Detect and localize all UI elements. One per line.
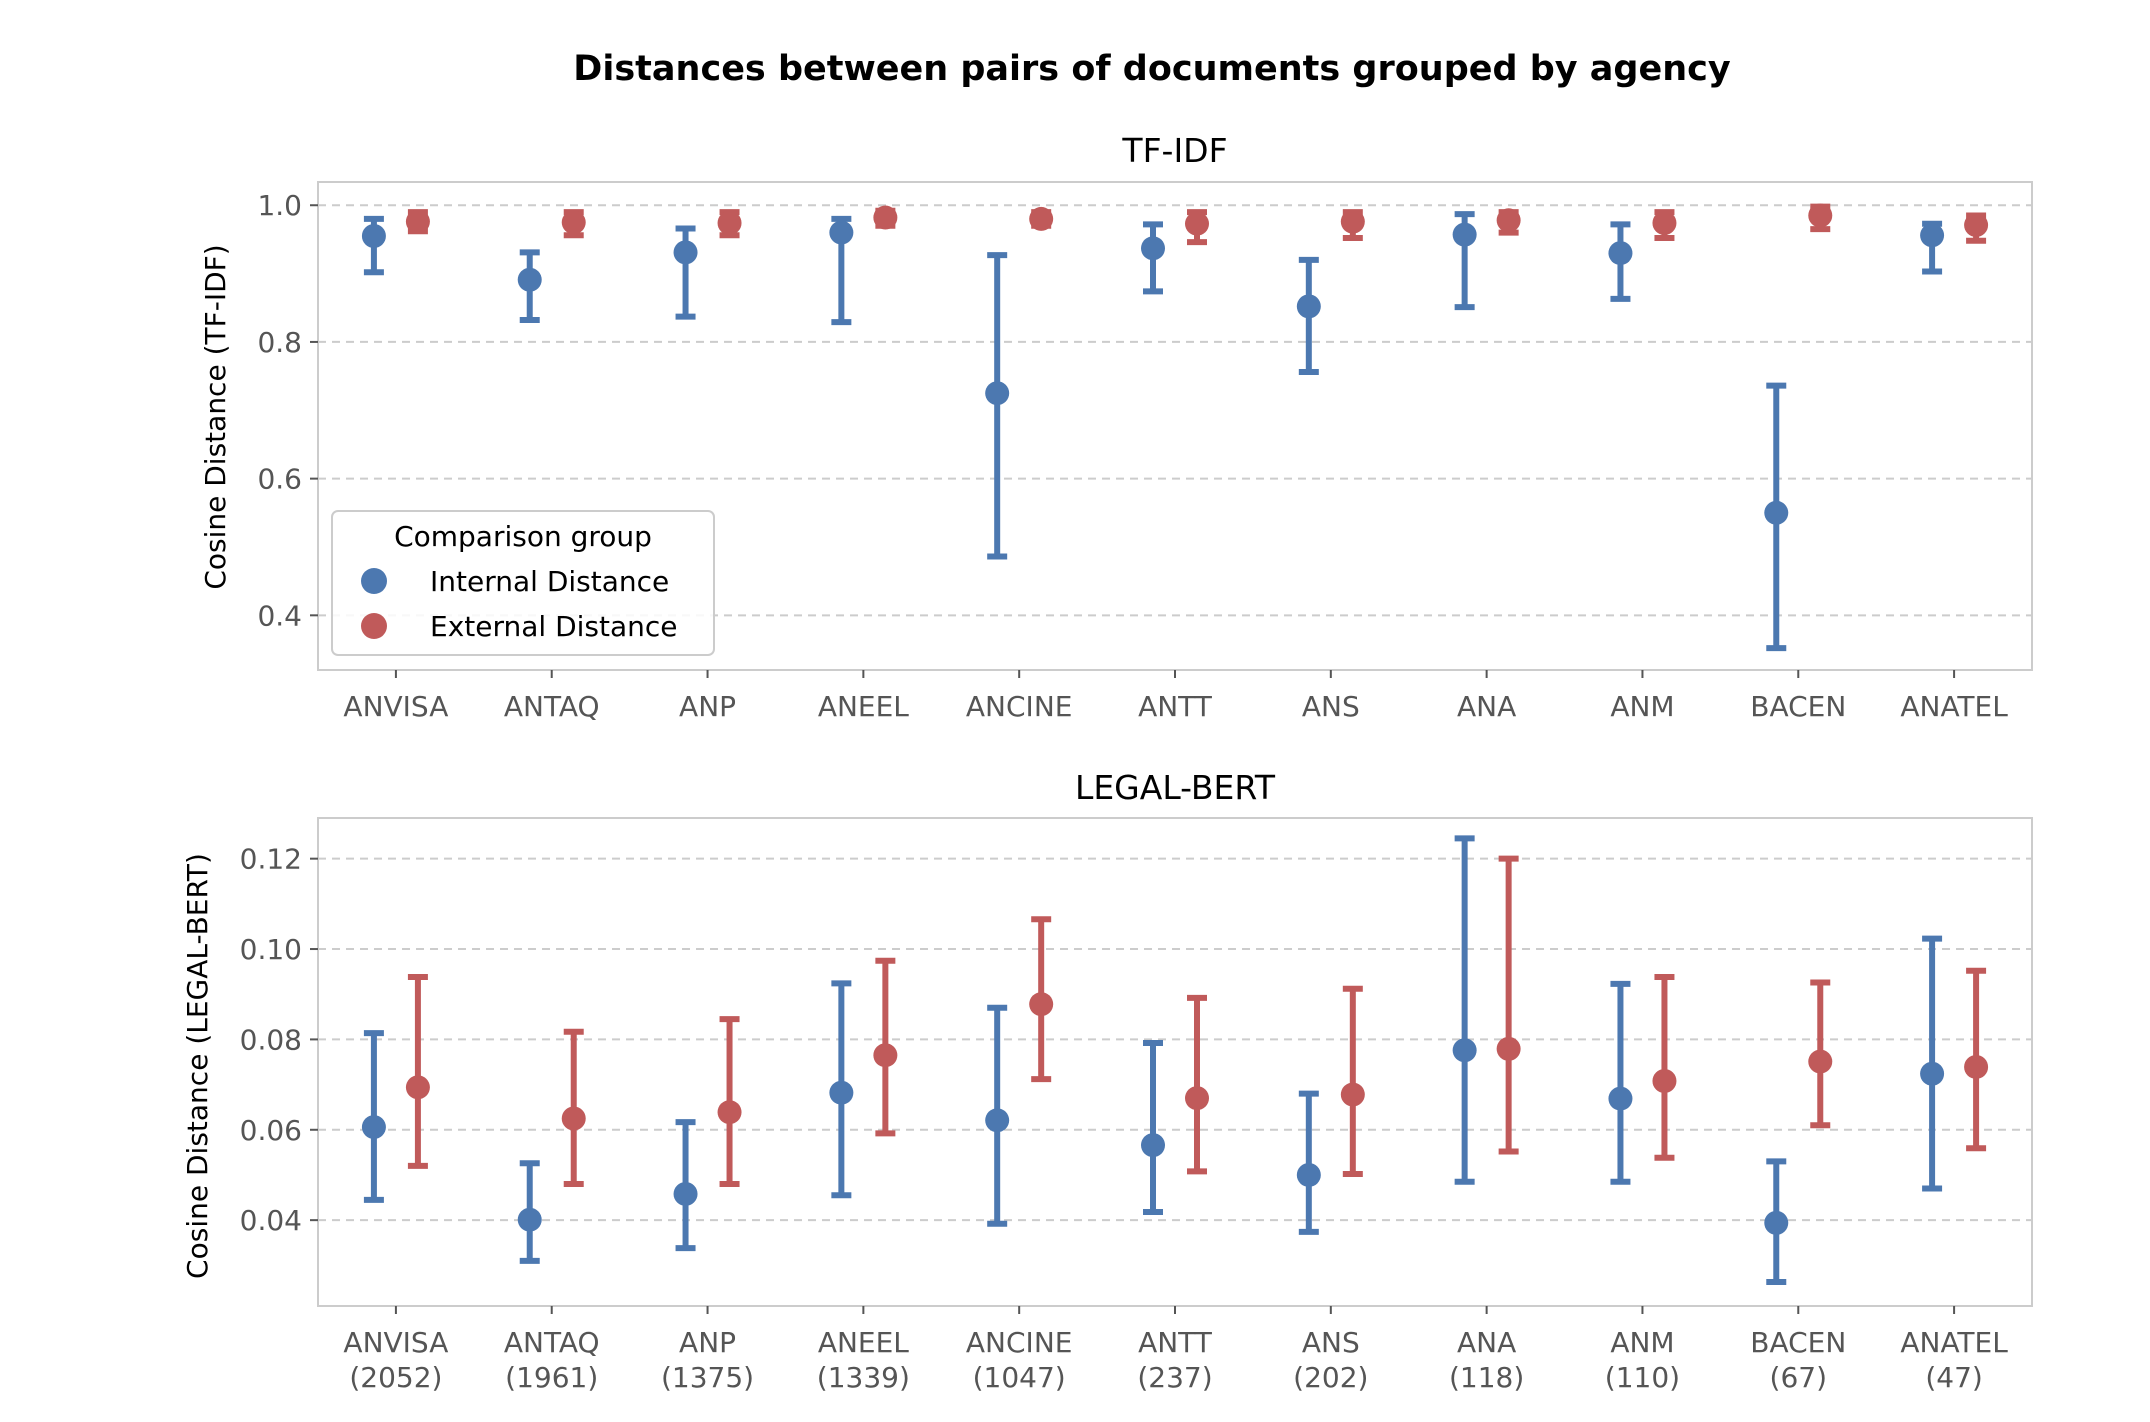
legal-bert-plot-area: 0.04 0.06 0.08 0.10 0.12 ANVISA (2052) ANTAQ (19… (240, 817, 2033, 1394)
legal-bert-external-point (873, 1043, 898, 1068)
tfidf-series-internal (361, 211, 1945, 652)
legal-bert-internal-point (1141, 1133, 1165, 1158)
legend-box (331, 510, 715, 656)
legal-bert-internal-point (361, 1115, 386, 1140)
tfidf-series-external (405, 203, 1989, 246)
legal-bert-series-external (405, 855, 1989, 1187)
legend-title: Comparison group (394, 520, 652, 553)
tfidf-external-point (1340, 209, 1365, 234)
legal-bert-internal-point (1452, 1038, 1477, 1063)
legal-bert-series-internal (361, 835, 1945, 1286)
legal-bert-panel-title: LEGAL-BERT (1075, 768, 1276, 807)
tfidf-y-tick-label: 1.0 (257, 189, 302, 222)
tfidf-external-point (1652, 211, 1677, 236)
tfidf-external-point (1185, 211, 1209, 236)
tfidf-x-tick-label: ANCINE (966, 690, 1073, 723)
tfidf-internal-point (985, 381, 1010, 406)
legal-bert-external-point (1185, 1086, 1209, 1111)
tfidf-external-point (1808, 203, 1833, 228)
legend-marker-internal (361, 568, 387, 594)
legal-bert-x-tick-label: ANCINE (1047) (966, 1326, 1073, 1394)
legal-bert-x-tick-label: ANATEL (47) (1900, 1326, 2008, 1394)
tfidf-external-point (561, 210, 586, 235)
tfidf-plot-area: 0.4 0.6 0.8 1.0 ANVISA ANTAQ ANP ANEEL ANCINE ANT… (257, 181, 2033, 723)
legal-bert-external-point (1652, 1068, 1677, 1093)
legal-bert-x-tick-label: ANS (202) (1293, 1326, 1368, 1394)
legal-bert-x-tick-label: ANP (1375) (661, 1326, 754, 1394)
legal-bert-external-point (717, 1100, 742, 1125)
tfidf-internal-point (1141, 236, 1165, 261)
legal-bert-panel: 0.04 0.06 0.08 0.10 0.12 ANVISA (2052) ANTAQ (19… (181, 768, 2033, 1394)
tfidf-x-tick-label: ANA (1457, 690, 1516, 723)
legal-bert-y-axis-label: Cosine Distance (LEGAL-BERT) (181, 853, 214, 1279)
legal-bert-internal-point (1764, 1210, 1789, 1235)
legal-bert-y-tick-label: 0.08 (240, 1023, 302, 1056)
legal-bert-external-point (1340, 1082, 1365, 1107)
legal-bert-y-tick-label: 0.06 (240, 1114, 302, 1147)
legal-bert-x-tick-label: ANM (110) (1605, 1326, 1680, 1394)
tfidf-y-tick-label: 0.4 (257, 599, 302, 632)
legal-bert-x-tick-label: ANEEL (1339) (817, 1326, 910, 1394)
legal-bert-internal-point (517, 1207, 542, 1232)
legal-bert-x-tick-label: BACEN (67) (1750, 1326, 1846, 1394)
tfidf-internal-point (1764, 500, 1789, 525)
tfidf-y-tick-label: 0.8 (257, 326, 302, 359)
tfidf-x-tick-label: ANM (1610, 690, 1674, 723)
legal-bert-x-tick-label: ANVISA (2052) (343, 1326, 448, 1394)
tfidf-internal-point (673, 240, 698, 265)
tfidf-internal-point (829, 220, 854, 245)
legal-bert-external-point (1496, 1036, 1521, 1061)
legend-label-internal: Internal Distance (430, 565, 669, 598)
tfidf-internal-point (1296, 294, 1321, 319)
tfidf-internal-point (361, 223, 386, 248)
legal-bert-x-tick-label: ANTT (237) (1137, 1326, 1212, 1394)
legal-bert-external-point (1964, 1054, 1989, 1079)
tfidf-external-point (405, 209, 430, 234)
legal-bert-internal-point (1920, 1061, 1945, 1086)
tfidf-external-point (1029, 206, 1054, 231)
legal-bert-x-tick-label: ANA (118) (1449, 1326, 1524, 1394)
legal-bert-internal-point (673, 1181, 698, 1206)
tfidf-panel: 0.4 0.6 0.8 1.0 ANVISA ANTAQ ANP ANEEL ANCINE ANT… (199, 131, 2033, 723)
tfidf-external-point (873, 205, 898, 230)
legal-bert-external-point (1808, 1049, 1833, 1074)
tfidf-y-axis-label: Cosine Distance (TF-IDF) (199, 244, 232, 589)
legal-bert-internal-point (829, 1080, 854, 1105)
legal-bert-internal-point (1296, 1162, 1321, 1187)
tfidf-x-tick-label: BACEN (1750, 690, 1846, 723)
legal-bert-external-point (405, 1075, 430, 1100)
legend-label-external: External Distance (430, 610, 678, 643)
tfidf-internal-point (517, 267, 542, 292)
legal-bert-y-tick-label: 0.04 (240, 1204, 302, 1237)
tfidf-internal-point (1920, 223, 1945, 248)
tfidf-internal-point (1452, 222, 1477, 247)
tfidf-y-tick-label: 0.6 (257, 463, 302, 496)
tfidf-x-tick-label: ANS (1302, 690, 1360, 723)
tfidf-panel-title: TF-IDF (1121, 131, 1227, 170)
tfidf-internal-point (1608, 241, 1633, 266)
figure-title: Distances between pairs of documents gro… (573, 49, 1731, 89)
legal-bert-external-point (561, 1106, 586, 1131)
tfidf-x-tick-label: ANTAQ (504, 690, 600, 723)
tfidf-x-tick-label: ANTT (1138, 690, 1213, 723)
legal-bert-internal-point (1608, 1086, 1633, 1111)
tfidf-x-tick-label: ANP (679, 690, 736, 723)
legal-bert-x-tick-label: ANTAQ (1961) (504, 1326, 600, 1394)
tfidf-x-tick-label: ANVISA (343, 690, 448, 723)
legal-bert-y-tick-label: 0.10 (240, 933, 302, 966)
tfidf-x-tick-label: ANEEL (818, 690, 909, 723)
tfidf-external-point (1496, 208, 1521, 233)
legend-marker-external (361, 613, 387, 639)
tfidf-external-point (717, 211, 742, 236)
legend: Comparison group Internal Distance Exter… (331, 510, 715, 656)
legal-bert-external-point (1029, 992, 1054, 1017)
tfidf-x-tick-label: ANATEL (1900, 690, 2008, 723)
legal-bert-internal-point (985, 1108, 1010, 1133)
tfidf-external-point (1964, 213, 1989, 238)
legal-bert-y-tick-label: 0.12 (240, 843, 302, 876)
